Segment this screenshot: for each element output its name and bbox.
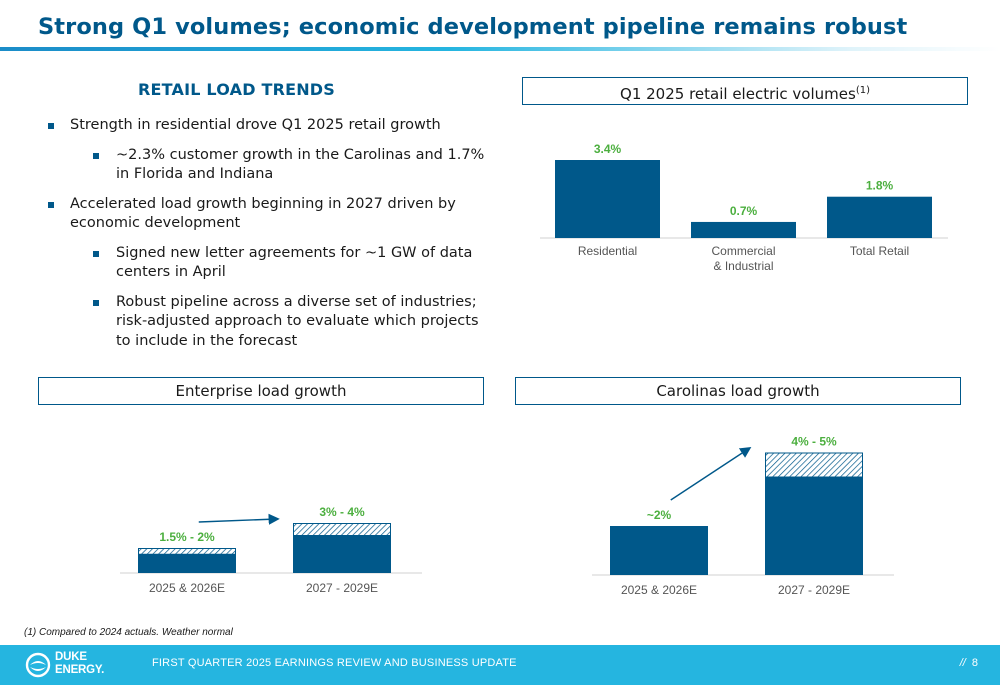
bullet-text: Signed new letter agreements for ~1 GW o…	[116, 244, 473, 281]
bullet-item: ~2.3% customer growth in the Carolinas a…	[48, 146, 488, 185]
category-label: Residential	[578, 244, 637, 258]
bar-commercial-industrial	[691, 221, 796, 238]
enterprise-label-box: Enterprise load growth	[38, 377, 484, 405]
title-rule	[0, 47, 1000, 51]
bar-residential	[555, 160, 660, 238]
footnote-ref: (1)	[855, 85, 870, 96]
bullet-item: Signed new letter agreements for ~1 GW o…	[48, 244, 488, 283]
bullet-item: Robust pipeline across a diverse set of …	[48, 293, 488, 352]
bullet-text: Robust pipeline across a diverse set of …	[116, 293, 479, 349]
q1-volumes-label-box: Q1 2025 retail electric volumes(1)	[522, 77, 968, 105]
bar-low	[293, 535, 391, 573]
logo-text: DUKE ENERGY.	[55, 651, 104, 676]
category-label: 2025 & 2026E	[621, 583, 697, 597]
page-marker: //	[959, 657, 966, 669]
data-label: 3.4%	[594, 142, 622, 156]
data-label: 3% - 4%	[319, 505, 365, 519]
category-label: & Industrial	[713, 259, 773, 273]
bullet-square-icon	[48, 123, 54, 129]
enterprise-label: Enterprise load growth	[175, 382, 347, 400]
data-label: ~2%	[647, 508, 672, 522]
page-title: Strong Q1 volumes; economic development …	[38, 14, 908, 40]
flame-icon	[25, 652, 51, 678]
q1-volumes-label: Q1 2025 retail electric volumes	[620, 85, 856, 103]
bullet-list: Strength in residential drove Q1 2025 re…	[48, 116, 488, 351]
bar-range	[293, 523, 391, 536]
category-label: Commercial	[711, 244, 775, 258]
page-number-value: 8	[971, 657, 978, 669]
bullet-text: Strength in residential drove Q1 2025 re…	[70, 117, 441, 133]
page-number: // 8	[960, 657, 978, 669]
logo-line-1: DUKE	[55, 651, 87, 663]
bar-range	[138, 548, 236, 555]
category-label: Total Retail	[850, 244, 909, 258]
category-label: 2025 & 2026E	[149, 581, 225, 595]
bullet-square-icon	[93, 250, 99, 257]
data-label: 1.8%	[866, 179, 894, 193]
bar-low	[610, 526, 708, 575]
footer-bar: DUKE ENERGY. FIRST QUARTER 2025 EARNINGS…	[0, 645, 1000, 685]
category-label: 2027 - 2029E	[778, 583, 850, 597]
enterprise-load-chart: 1.5% - 2% 2025 & 2026E 3% - 4% 2027 - 2029E	[120, 505, 422, 595]
bar-low	[765, 477, 863, 575]
bullet-text: ~2.3% customer growth in the Carolinas a…	[116, 146, 485, 183]
category-label: 2027 - 2029E	[306, 581, 378, 595]
bullet-square-icon	[93, 152, 99, 159]
bar-low	[138, 554, 236, 573]
footer-text: FIRST QUARTER 2025 EARNINGS REVIEW AND B…	[152, 657, 517, 669]
bullet-square-icon	[48, 201, 54, 208]
bullet-square-icon	[93, 299, 99, 306]
carolinas-load-chart: ~2% 2025 & 2026E 4% - 5% 2027 - 2029E	[592, 435, 894, 597]
bullet-text: Accelerated load growth beginning in 202…	[70, 195, 456, 232]
trend-arrow-icon	[670, 446, 752, 501]
carolinas-label-box: Carolinas load growth	[515, 377, 961, 405]
bullet-item: Strength in residential drove Q1 2025 re…	[48, 116, 488, 136]
bar-range	[765, 452, 863, 478]
bar-total-retail	[827, 196, 932, 238]
bullet-item: Accelerated load growth beginning in 202…	[48, 195, 488, 234]
carolinas-label: Carolinas load growth	[656, 382, 820, 400]
data-label: 4% - 5%	[791, 435, 837, 449]
trend-arrow-icon	[198, 513, 280, 525]
data-label: 0.7%	[730, 204, 758, 218]
logo-line-2: ENERGY.	[55, 663, 105, 676]
section-heading: RETAIL LOAD TRENDS	[138, 80, 336, 99]
data-label: 1.5% - 2%	[159, 530, 215, 544]
q1-volumes-chart: 3.4% Residential 0.7% Commercial& Industria…	[540, 142, 948, 273]
footnote: (1) Compared to 2024 actuals. Weather no…	[24, 627, 233, 638]
